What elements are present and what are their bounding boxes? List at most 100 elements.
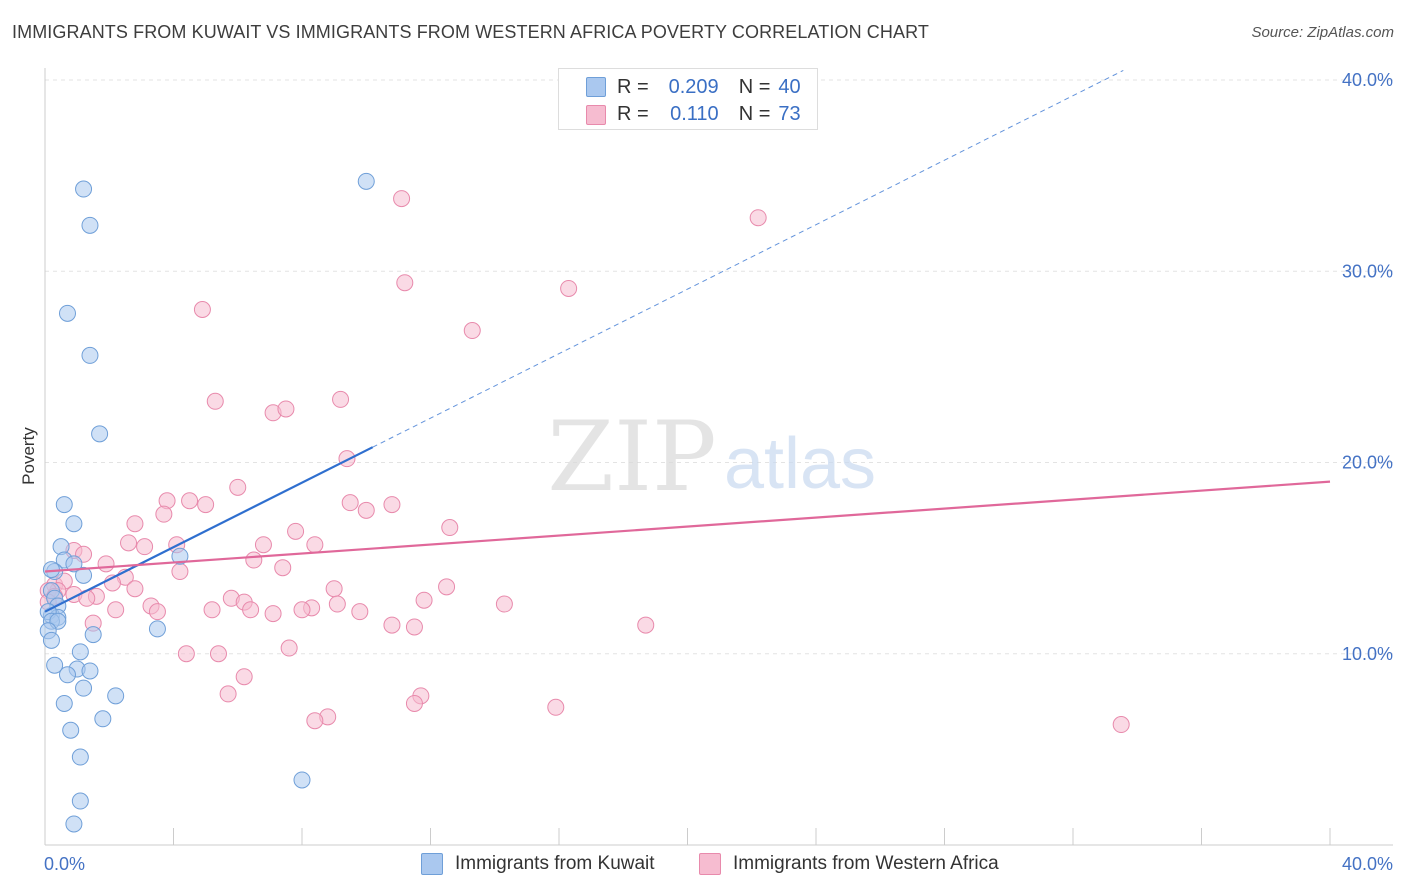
watermark: ZIP atlas (547, 401, 876, 513)
data-point-western-africa (206, 392, 224, 410)
data-point-kuwait (75, 679, 93, 697)
data-point-western-africa (126, 515, 144, 533)
data-point-kuwait (58, 304, 76, 322)
data-point-kuwait (357, 172, 375, 190)
data-point-western-africa (264, 605, 282, 623)
data-point-western-africa (155, 505, 173, 523)
data-point-western-africa (229, 478, 247, 496)
data-point-western-africa (383, 496, 401, 514)
legend-n-label: N = (738, 75, 771, 98)
data-point-western-africa (341, 494, 359, 512)
data-point-western-africa (197, 496, 215, 514)
legend-r-value: 0.209 (668, 75, 719, 98)
data-point-western-africa (463, 322, 481, 340)
data-point-kuwait (46, 656, 64, 674)
data-point-western-africa (560, 279, 578, 297)
data-point-western-africa (235, 668, 253, 686)
data-point-kuwait (55, 694, 73, 712)
data-point-kuwait (65, 815, 83, 833)
data-point-kuwait (65, 515, 83, 533)
data-point-western-africa (547, 698, 565, 716)
legend-n-value: 73 (778, 102, 801, 125)
data-point-western-africa (637, 616, 655, 634)
y-tick-label: 20.0% (1342, 453, 1393, 473)
data-point-kuwait (293, 771, 311, 789)
grid-layer (45, 79, 1393, 655)
legend-row-western-africa: R = 0.110 N = 73 (617, 102, 801, 126)
data-point-western-africa (441, 519, 459, 537)
data-point-western-africa (107, 601, 125, 619)
trend-lines (44, 69, 1331, 613)
data-point-kuwait (171, 547, 189, 565)
data-point-western-africa (287, 522, 305, 540)
x-tick-label-max: 40.0% (1342, 854, 1393, 874)
data-point-western-africa (148, 603, 166, 621)
legend-n-label: N = (738, 102, 771, 125)
data-point-kuwait (62, 721, 80, 739)
data-point-western-africa (749, 209, 767, 227)
data-point-kuwait (84, 626, 102, 644)
bottom-legend-swatch-western-africa (699, 853, 721, 875)
data-point-western-africa (245, 551, 263, 569)
trend-line-kuwait (44, 446, 374, 613)
legend-r-label: R = (617, 102, 649, 125)
data-point-kuwait (148, 620, 166, 638)
chart-title: IMMIGRANTS FROM KUWAIT VS IMMIGRANTS FRO… (12, 22, 929, 42)
data-point-western-africa (325, 580, 343, 598)
data-point-western-africa (351, 603, 369, 621)
bottom-legend-label-kuwait: Immigrants from Kuwait (455, 853, 655, 874)
y-tick-label: 30.0% (1342, 261, 1393, 281)
data-point-western-africa (438, 578, 456, 596)
data-point-western-africa (242, 601, 260, 619)
y-tick-label: 10.0% (1342, 644, 1393, 664)
data-point-western-africa (280, 639, 298, 657)
data-point-western-africa (126, 580, 144, 598)
data-point-kuwait (81, 662, 99, 680)
data-point-western-africa (1112, 716, 1130, 734)
data-point-western-africa (136, 538, 154, 556)
data-point-western-africa (306, 712, 324, 730)
data-point-western-africa (274, 559, 292, 577)
data-point-western-africa (177, 645, 195, 663)
y-axis-title: Poverty (19, 427, 38, 485)
data-point-kuwait (65, 555, 83, 573)
data-point-western-africa (495, 595, 513, 613)
data-point-western-africa (383, 616, 401, 634)
series-western-africa-points (39, 190, 1130, 734)
bottom-legend-western-africa: Immigrants from Western Africa (699, 851, 999, 877)
data-point-western-africa (415, 591, 433, 609)
chart-source: Source: ZipAtlas.com (1251, 24, 1394, 41)
data-point-western-africa (209, 645, 227, 663)
data-point-western-africa (338, 450, 356, 468)
data-point-western-africa (219, 685, 237, 703)
data-point-kuwait (107, 687, 125, 705)
data-point-kuwait (75, 566, 93, 584)
data-point-western-africa (193, 301, 211, 318)
legend-r-value: 0.110 (670, 102, 719, 125)
data-point-western-africa (405, 618, 423, 636)
data-point-kuwait (91, 425, 109, 443)
series-kuwait-points (39, 172, 375, 833)
data-point-western-africa (405, 694, 423, 712)
legend-swatch-western-africa (586, 105, 606, 125)
x-tick-label-min: 0.0% (44, 854, 85, 874)
bottom-legend-kuwait: Immigrants from Kuwait (421, 851, 655, 877)
trend-line-western-africa (44, 480, 1331, 573)
data-point-western-africa (120, 534, 138, 552)
watermark-atlas: atlas (724, 424, 876, 504)
data-point-western-africa (357, 501, 375, 519)
data-point-western-africa (277, 400, 295, 418)
data-point-western-africa (254, 536, 272, 554)
data-point-kuwait (75, 180, 93, 198)
data-point-kuwait (55, 496, 73, 514)
legend-n-value: 40 (778, 75, 801, 98)
legend-r-label: R = (617, 75, 649, 98)
data-point-western-africa (328, 595, 346, 613)
y-tick-label: 40.0% (1342, 70, 1393, 90)
legend-swatch-kuwait (586, 77, 606, 97)
trend-line-kuwait-extension (372, 69, 1124, 448)
data-point-western-africa (171, 563, 189, 581)
data-point-western-africa (97, 555, 115, 573)
data-point-western-africa (332, 390, 350, 408)
